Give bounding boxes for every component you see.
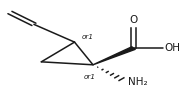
Text: OH: OH (164, 43, 180, 53)
Polygon shape (93, 47, 135, 65)
Text: or1: or1 (84, 74, 96, 80)
Text: NH₂: NH₂ (128, 77, 148, 87)
Text: O: O (129, 15, 138, 25)
Text: or1: or1 (82, 34, 94, 40)
